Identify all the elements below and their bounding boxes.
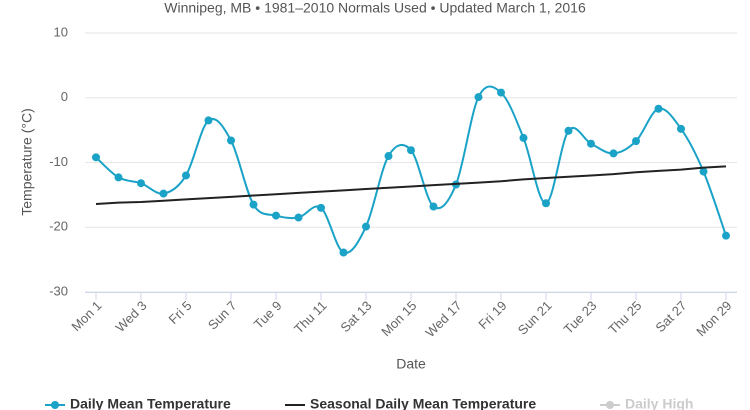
point xyxy=(272,211,280,220)
point xyxy=(204,116,213,125)
x-tick-label: Mon 29 xyxy=(693,298,734,339)
point xyxy=(92,153,100,162)
series-line xyxy=(95,165,727,205)
y-tick-label: 0 xyxy=(61,89,68,104)
x-tick-label: Sat 27 xyxy=(652,298,689,335)
x-tick-label: Fri 19 xyxy=(475,298,509,332)
x-tick-label: Sun 7 xyxy=(205,298,240,333)
point xyxy=(159,189,168,198)
point xyxy=(182,171,190,180)
point xyxy=(564,126,573,135)
point xyxy=(429,202,438,211)
x-tick-label: Tue 9 xyxy=(251,298,285,332)
point xyxy=(587,139,595,148)
x-tick-label: Sun 21 xyxy=(515,298,555,338)
x-tick-label: Thu 25 xyxy=(605,298,644,337)
y-axis-label: Temperature (°C) xyxy=(19,108,35,216)
point xyxy=(249,200,258,209)
point xyxy=(339,248,348,257)
x-tick-label: Wed 3 xyxy=(113,298,150,335)
legend-marker xyxy=(606,401,614,409)
x-tick-label: Wed 17 xyxy=(422,298,464,340)
x-tick-label: Sat 13 xyxy=(337,298,374,335)
point xyxy=(632,137,640,146)
chart-subtitle: Winnipeg, MB • 1981–2010 Normals Used • … xyxy=(164,0,586,16)
point xyxy=(407,146,415,155)
legend-label: Seasonal Daily Mean Temperature xyxy=(310,396,536,410)
x-tick-label: Tue 23 xyxy=(561,298,600,337)
legend-label: Daily Mean Temperature xyxy=(70,396,231,410)
point xyxy=(654,104,663,113)
point xyxy=(362,222,370,231)
point xyxy=(677,124,685,133)
point xyxy=(137,179,145,188)
point xyxy=(699,167,708,176)
point xyxy=(609,149,618,158)
point xyxy=(722,231,730,240)
x-tick-label: Mon 15 xyxy=(378,298,419,339)
y-tick-label: -20 xyxy=(49,219,68,234)
series-line xyxy=(95,85,727,254)
x-tick-label: Mon 1 xyxy=(68,298,104,334)
point xyxy=(497,88,505,97)
legend-marker xyxy=(51,401,59,409)
x-tick-label: Fri 5 xyxy=(166,298,195,327)
x-axis-label: Date xyxy=(396,356,426,372)
x-tick-label: Thu 11 xyxy=(291,298,330,337)
point xyxy=(227,136,235,145)
point xyxy=(474,93,483,102)
point xyxy=(519,133,528,142)
point xyxy=(114,173,123,182)
y-tick-label: -30 xyxy=(49,283,68,298)
point xyxy=(542,199,550,208)
y-tick-label: 10 xyxy=(54,24,68,39)
point xyxy=(317,203,325,212)
y-tick-label: -10 xyxy=(49,154,68,169)
point xyxy=(294,213,303,222)
point xyxy=(384,152,393,161)
legend-label: Daily High xyxy=(625,396,693,410)
